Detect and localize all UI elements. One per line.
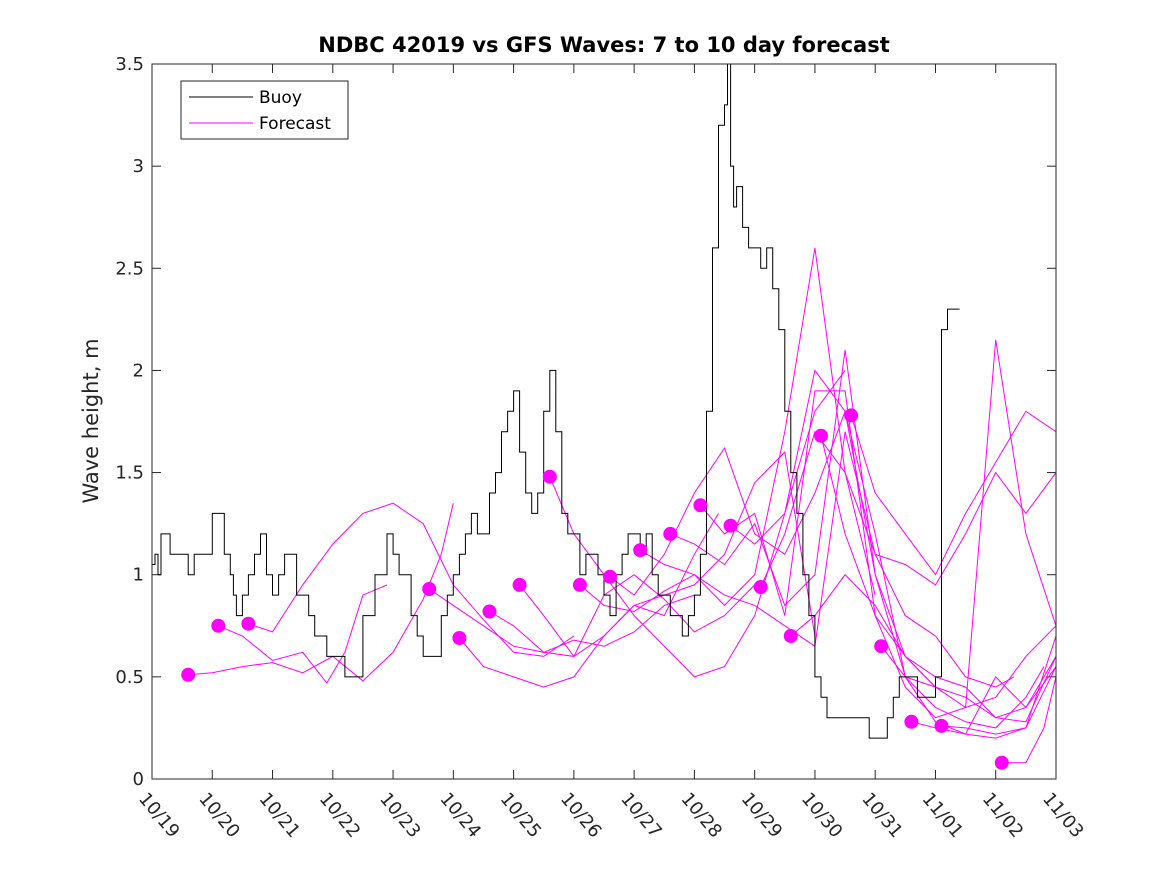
forecast-point (814, 428, 828, 443)
forecast-series-line (549, 370, 846, 678)
forecast-point (482, 604, 497, 619)
tick-marks (151, 63, 1057, 780)
forecast-point (422, 582, 437, 596)
x-tick-labels: 10/19 10/20 10/21 10/22 10/23 10/24 10/25 10/26… (134, 789, 1087, 842)
x-tick-label: 10/21 (255, 789, 304, 842)
forecast-point (603, 569, 617, 584)
forecast-series-line (730, 369, 1056, 739)
forecast-point (783, 629, 798, 643)
forecast-point (181, 667, 196, 682)
y-tick-label: 1.5 (115, 463, 144, 484)
x-tick-label: 10/25 (496, 789, 545, 842)
x-tick-label: 11/02 (978, 789, 1027, 842)
forecast-series-line (911, 666, 1056, 735)
forecast-point (994, 755, 1009, 770)
legend: Buoy Forecast (180, 80, 349, 140)
forecast-series-line (941, 635, 1056, 735)
legend-forecast-label: Forecast (259, 114, 331, 134)
x-tick-label: 10/28 (677, 789, 726, 842)
forecast-series-line (459, 513, 719, 688)
forecast-point (723, 518, 738, 533)
x-tick-label: 10/27 (616, 789, 665, 842)
x-tick-label: 11/03 (1038, 789, 1087, 842)
x-tick-label: 10/24 (436, 789, 485, 842)
forecast-series-line (428, 588, 695, 653)
forecast-series-line (579, 247, 876, 613)
forecast-point (753, 580, 768, 594)
forecast-point (241, 616, 256, 631)
buoy-series-line (152, 64, 960, 739)
forecast-series-line (218, 584, 388, 684)
plot-content (152, 64, 1056, 770)
x-tick-label: 10/26 (556, 789, 605, 842)
y-tick-label: 0.5 (115, 667, 144, 688)
x-tick-label: 10/20 (194, 789, 243, 842)
x-tick-label: 10/30 (797, 789, 846, 842)
forecast-point (663, 526, 678, 541)
y-tick-label: 1 (133, 565, 144, 586)
forecast-point (452, 631, 467, 645)
forecast-series-line (489, 574, 756, 657)
legend-box (180, 80, 349, 140)
x-tick-label: 10/23 (375, 789, 424, 842)
y-tick-label: 3.5 (115, 54, 144, 75)
forecast-point (572, 577, 587, 592)
y-tick-labels: 0 0.5 1 1.5 2 2.5 3 3.5 (115, 54, 144, 790)
x-tick-label: 10/19 (134, 789, 183, 842)
legend-buoy-label: Buoy (259, 88, 302, 108)
y-axis-label: Wave height, m (79, 338, 103, 503)
forecast-point (874, 639, 889, 654)
forecast-point (211, 618, 226, 633)
y-tick-label: 3 (133, 156, 144, 177)
forecast-series-line (639, 431, 1015, 688)
y-tick-label: 2 (133, 360, 144, 381)
forecast-point (512, 577, 527, 592)
y-tick-label: 0 (133, 769, 144, 790)
forecast-series-line (670, 349, 1045, 729)
forecast-series-line (850, 410, 1056, 576)
forecast-series-line (760, 430, 1056, 588)
forecast-point (693, 498, 708, 513)
x-tick-label: 10/29 (737, 789, 786, 842)
axes-box (151, 63, 1057, 780)
forecast-point (904, 714, 919, 729)
chart-title: NDBC 42019 vs GFS Waves: 7 to 10 day for… (318, 33, 889, 57)
forecast-series-line (1001, 676, 1056, 764)
y-tick-label: 2.5 (115, 258, 144, 279)
forecast-point (844, 408, 859, 423)
forecast-series-line (790, 573, 1056, 719)
forecast-point (633, 543, 648, 558)
forecast-point (934, 718, 949, 733)
plot-area (152, 64, 1056, 779)
forecast-series-line (248, 502, 575, 657)
x-tick-label: 10/22 (315, 789, 364, 842)
x-tick-label: 11/01 (918, 789, 967, 842)
x-tick-label: 10/31 (857, 789, 906, 842)
forecast-point (542, 469, 557, 484)
